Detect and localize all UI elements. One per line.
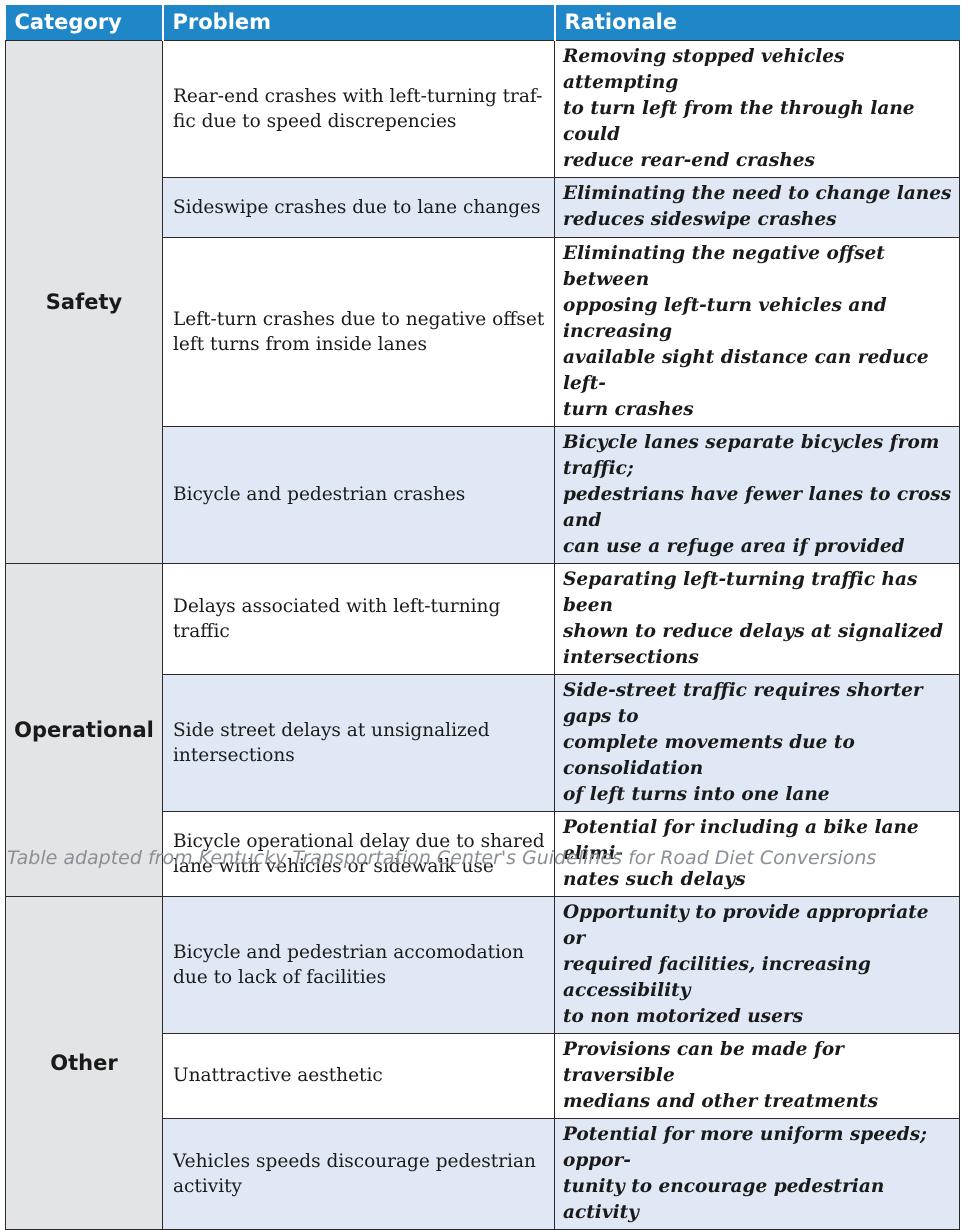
problem-cell: Bicycle and pedestrian crashes [162, 425, 555, 564]
category-header: Category [5, 5, 164, 40]
problem-cell: Unattractive aesthetic [162, 1032, 555, 1119]
category-operational: Operational [5, 562, 163, 897]
road-diet-table: Category Problem Rationale Safety Rear-e… [5, 5, 960, 1230]
table-row: Side street delays at unsignalized inters… [6, 673, 960, 812]
table-row: Left-turn crashes due to negative offset… [6, 236, 960, 427]
table-row: Operational Delays associated with left-… [5, 562, 960, 897]
rationale-cell: Removing stopped vehicles attempting to t… [554, 39, 960, 178]
rationale-cell: Opportunity to provide appropriate or req… [554, 895, 960, 1034]
rationale-cell: Provisions can be made for traversible me… [554, 1032, 960, 1119]
problem-cell: Bicycle and pedestrian accomodation due t… [162, 895, 555, 1034]
problem-cell: Bicycle operational delay due to shared l… [162, 810, 555, 897]
category-safety: Safety [5, 39, 163, 564]
problem-cell: Side street delays at unsignalized inters… [162, 673, 555, 812]
rationale-cell: Eliminating the negative offset between o… [554, 236, 960, 427]
rationale-cell: Potential for more uniform speeds; oppor… [554, 1117, 960, 1230]
table-row: Sideswipe crashes due to lane changes El… [6, 176, 960, 238]
table-row: Other Bicycle and pedestrian accomodatio… [5, 895, 960, 1230]
rationale-cell: Separating left-turning traffic has been… [554, 562, 960, 675]
category-other: Other [5, 895, 163, 1230]
rationale-cell: Side-street traffic requires shorter gap… [554, 673, 960, 812]
problem-header: Problem [162, 5, 556, 40]
table-row: Bicycle and pedestrian crashes Bicycle l… [6, 425, 960, 564]
table-caption: Table adapted from Kentucky Transportati… [7, 847, 877, 869]
problem-cell: Delays associated with left-turning traff… [162, 562, 555, 675]
problem-cell: Left-turn crashes due to negative offset… [162, 236, 555, 427]
problem-cell: Vehicles speeds discourage pedestrian act… [162, 1117, 555, 1230]
problem-cell: Sideswipe crashes due to lane changes [162, 176, 555, 238]
table-row: Bicycle operational delay due to shared l… [6, 810, 960, 897]
rationale-cell: Eliminating the need to change lanes redu… [554, 176, 960, 238]
problem-cell: Rear-end crashes with left-turning traf-… [162, 39, 555, 178]
rationale-cell: Bicycle lanes separate bicycles from tra… [554, 425, 960, 564]
table-row: Safety Rear-end crashes with left-turnin… [5, 39, 960, 564]
rationale-header: Rationale [554, 5, 960, 40]
header-row: Category Problem Rationale [5, 5, 960, 40]
rationale-cell: Potential for including a bike lane elim… [554, 810, 960, 897]
